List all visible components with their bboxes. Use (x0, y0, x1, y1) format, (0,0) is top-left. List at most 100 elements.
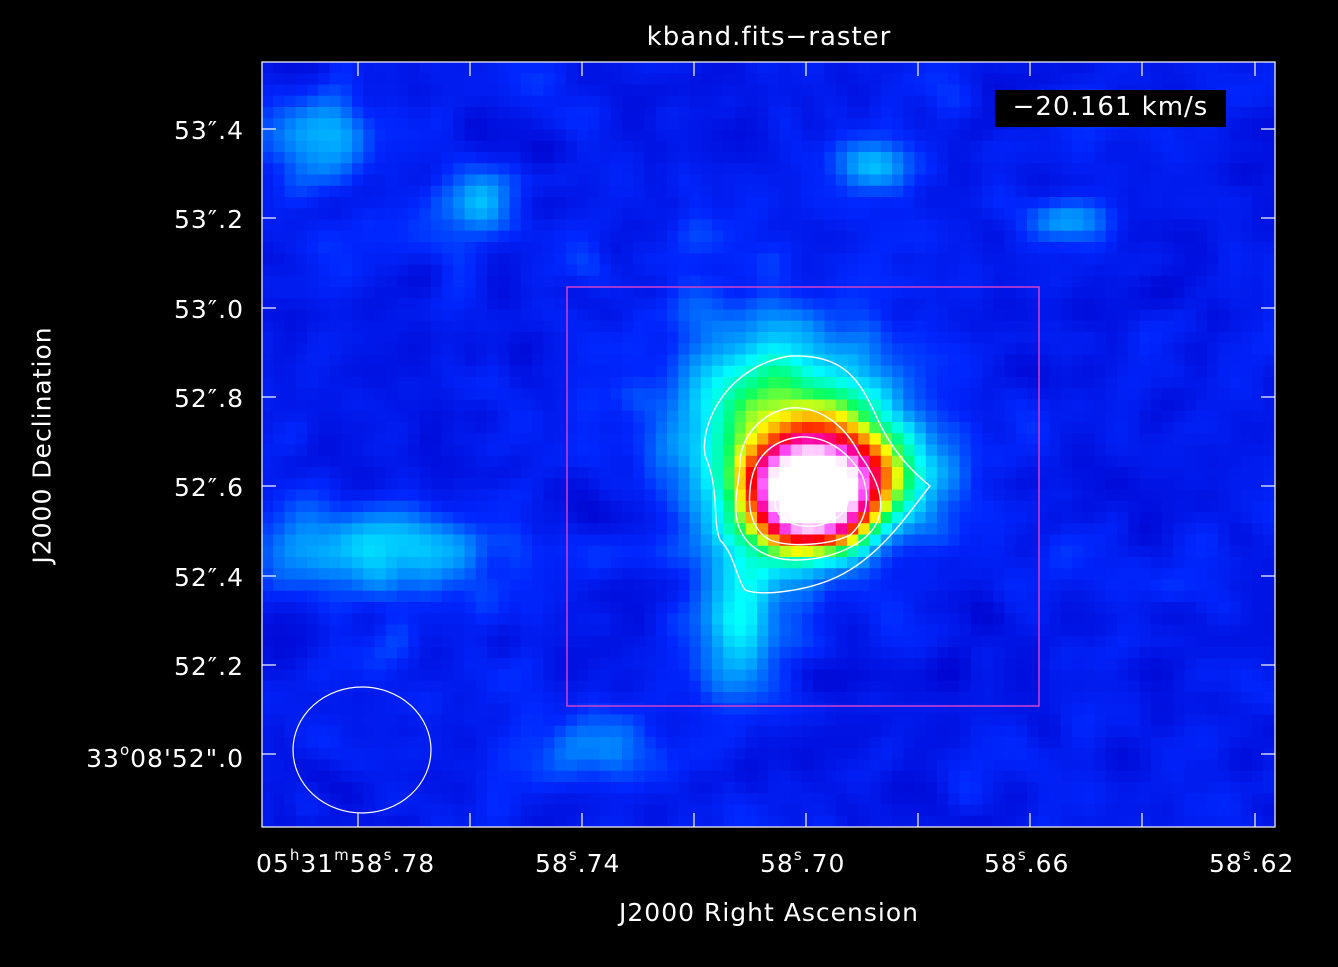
raster-pixel (318, 141, 330, 153)
raster-pixel (431, 73, 443, 85)
raster-pixel (543, 73, 555, 85)
raster-pixel (791, 658, 803, 670)
raster-pixel (363, 580, 375, 592)
raster-pixel (532, 602, 544, 614)
raster-pixel (543, 456, 555, 468)
raster-pixel (1117, 670, 1129, 682)
raster-pixel (746, 175, 758, 187)
raster-pixel (1218, 73, 1230, 85)
raster-pixel (296, 85, 308, 97)
raster-pixel (498, 355, 510, 367)
raster-pixel (723, 130, 735, 142)
raster-pixel (431, 321, 443, 333)
raster-pixel (273, 602, 285, 614)
raster-pixel (330, 130, 342, 142)
raster-pixel (285, 602, 297, 614)
raster-pixel (678, 276, 690, 288)
raster-pixel (1196, 208, 1208, 220)
raster-pixel (285, 253, 297, 265)
raster-pixel (341, 141, 353, 153)
raster-pixel (1027, 591, 1039, 603)
raster-pixel (926, 186, 938, 198)
raster-pixel (1196, 253, 1208, 265)
raster-pixel (1218, 535, 1230, 547)
raster-pixel (1151, 478, 1163, 490)
raster-pixel (993, 62, 1005, 74)
raster-pixel (645, 613, 657, 625)
raster-pixel (386, 467, 398, 479)
raster-pixel (971, 411, 983, 423)
raster-pixel (330, 310, 342, 322)
raster-pixel (960, 625, 972, 637)
raster-pixel (1061, 591, 1073, 603)
raster-pixel (746, 568, 758, 580)
raster-pixel (431, 602, 443, 614)
raster-pixel (1252, 512, 1264, 524)
raster-pixel (825, 613, 837, 625)
raster-pixel (667, 670, 679, 682)
raster-pixel (465, 85, 477, 97)
raster-pixel (937, 411, 949, 423)
raster-pixel (791, 512, 803, 524)
raster-pixel (352, 602, 364, 614)
raster-pixel (1252, 265, 1264, 277)
raster-pixel (1207, 512, 1219, 524)
raster-pixel (386, 422, 398, 434)
raster-pixel (982, 433, 994, 445)
raster-pixel (420, 512, 432, 524)
raster-pixel (926, 85, 938, 97)
raster-pixel (915, 388, 927, 400)
raster-pixel (1263, 433, 1275, 445)
raster-pixel (1218, 523, 1230, 535)
raster-pixel (712, 636, 724, 648)
raster-pixel (1072, 388, 1084, 400)
raster-pixel (510, 422, 522, 434)
raster-pixel (1050, 670, 1062, 682)
raster-pixel (442, 523, 454, 535)
raster-pixel (386, 141, 398, 153)
raster-pixel (678, 445, 690, 457)
raster-pixel (510, 445, 522, 457)
raster-pixel (510, 332, 522, 344)
raster-pixel (318, 523, 330, 535)
raster-pixel (352, 658, 364, 670)
raster-pixel (858, 591, 870, 603)
raster-pixel (1016, 501, 1028, 513)
raster-pixel (1207, 220, 1219, 232)
raster-pixel (892, 433, 904, 445)
raster-pixel (375, 242, 387, 254)
raster-pixel (1218, 433, 1230, 445)
raster-pixel (1241, 546, 1253, 558)
raster-pixel (408, 535, 420, 547)
raster-pixel (802, 647, 814, 659)
raster-pixel (1151, 186, 1163, 198)
raster-pixel (465, 557, 477, 569)
raster-pixel (712, 445, 724, 457)
raster-pixel (1005, 422, 1017, 434)
raster-pixel (465, 400, 477, 412)
raster-pixel (622, 400, 634, 412)
raster-pixel (656, 422, 668, 434)
raster-pixel (1128, 591, 1140, 603)
raster-pixel (667, 400, 679, 412)
raster-pixel (420, 298, 432, 310)
raster-pixel (1196, 287, 1208, 299)
raster-pixel (1083, 445, 1095, 457)
raster-pixel (363, 535, 375, 547)
raster-pixel (408, 670, 420, 682)
raster-pixel (532, 467, 544, 479)
raster-pixel (768, 287, 780, 299)
raster-pixel (825, 163, 837, 175)
raster-pixel (1207, 208, 1219, 220)
raster-pixel (746, 411, 758, 423)
raster-pixel (1140, 298, 1152, 310)
raster-pixel (1263, 568, 1275, 580)
raster-pixel (285, 670, 297, 682)
raster-pixel (307, 62, 319, 74)
raster-pixel (903, 298, 915, 310)
raster-pixel (1005, 298, 1017, 310)
raster-pixel (600, 242, 612, 254)
raster-pixel (678, 231, 690, 243)
raster-pixel (330, 512, 342, 524)
raster-pixel (735, 231, 747, 243)
